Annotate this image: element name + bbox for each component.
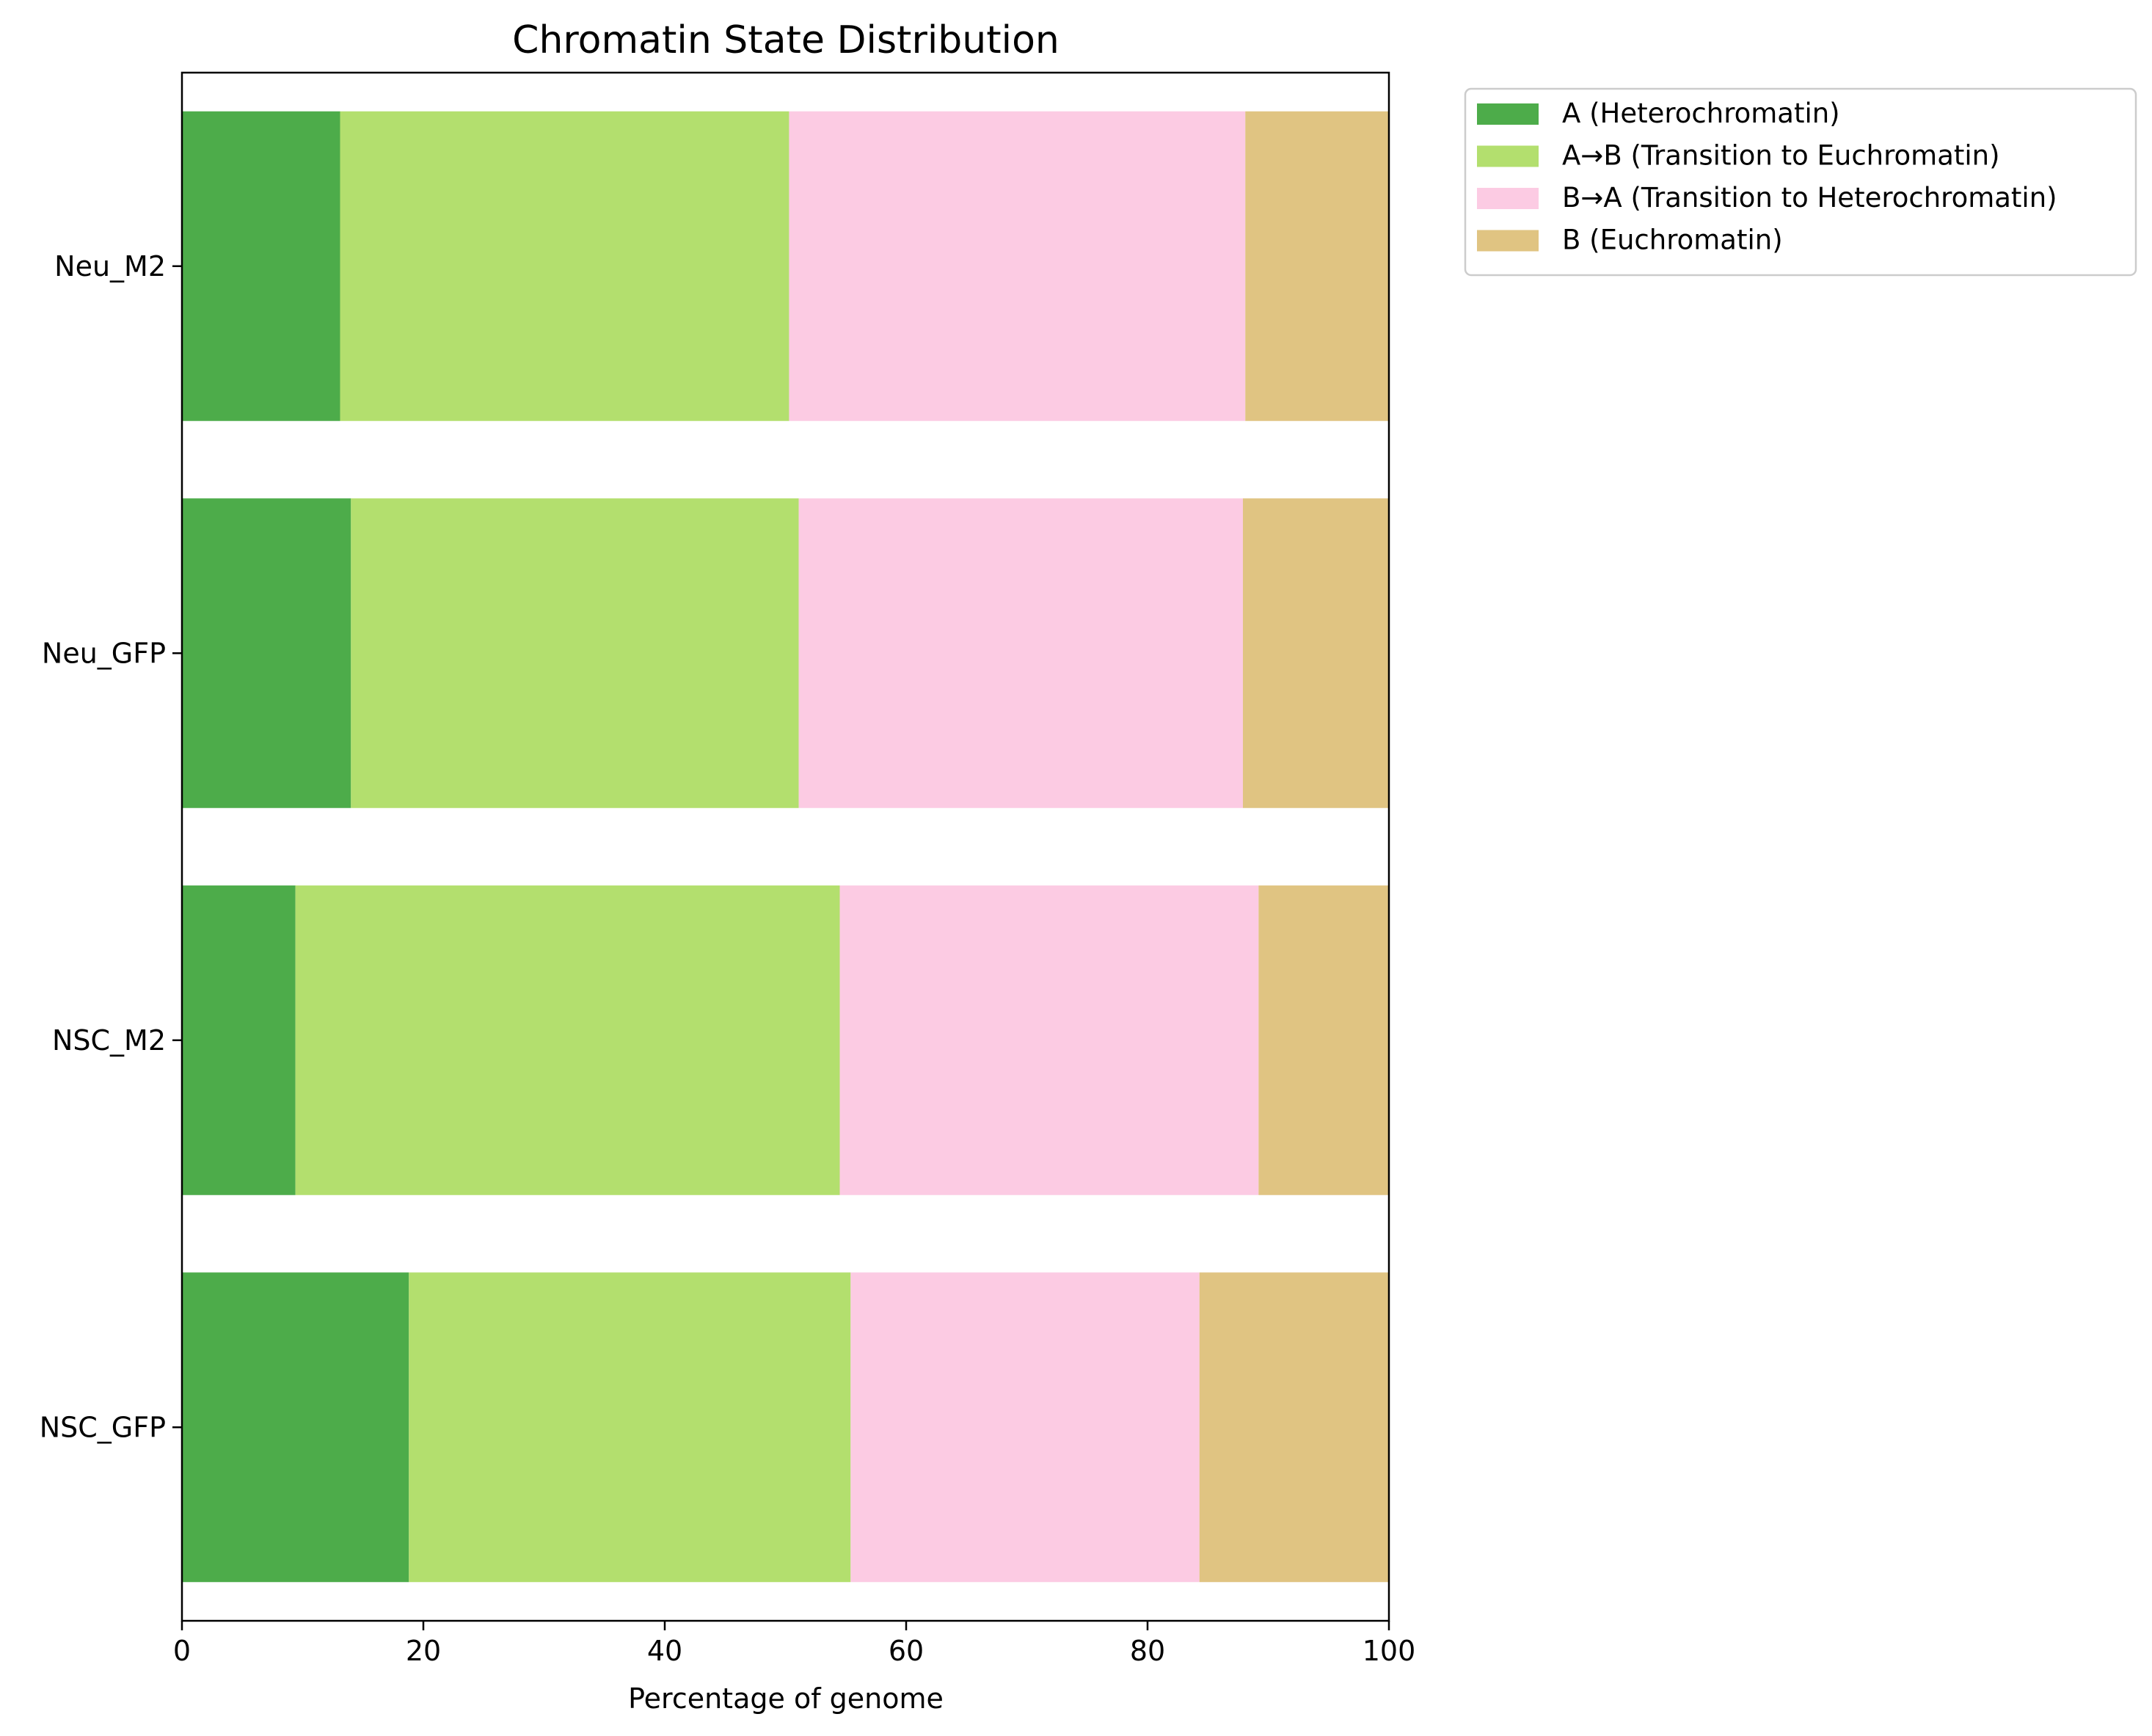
bar-nsc-m2-series-1 bbox=[295, 885, 840, 1195]
x-tick-label: 100 bbox=[1363, 1635, 1416, 1667]
legend-label: A (Heterochromatin) bbox=[1562, 98, 1840, 129]
bar-neu-gfp-series-3 bbox=[1242, 498, 1389, 809]
y-axis: Neu_M2 Neu_GFP NSC_M2 NSC_GFP bbox=[40, 250, 182, 1443]
bar-nsc-m2-series-2 bbox=[839, 885, 1259, 1195]
bar-nsc-gfp-series-1 bbox=[409, 1272, 851, 1583]
legend-swatch bbox=[1477, 103, 1539, 125]
legend-swatch bbox=[1477, 230, 1539, 252]
bar-neu-m2-series-2 bbox=[789, 111, 1246, 421]
y-tick-label: NSC_GFP bbox=[40, 1411, 166, 1443]
bar-neu-gfp-series-2 bbox=[798, 498, 1243, 809]
plot-frame bbox=[180, 71, 1390, 1622]
bar-neu-m2-series-1 bbox=[340, 111, 789, 421]
x-tick-label: 20 bbox=[406, 1635, 441, 1667]
legend-label: B→A (Transition to Heterochromatin) bbox=[1562, 182, 2057, 214]
y-tick-label: NSC_M2 bbox=[52, 1024, 166, 1057]
y-tick-label: Neu_M2 bbox=[54, 250, 166, 282]
legend-label: A→B (Transition to Euchromatin) bbox=[1562, 140, 2000, 172]
bar-neu-m2-series-3 bbox=[1245, 111, 1389, 421]
bar-nsc-gfp-series-3 bbox=[1199, 1272, 1389, 1583]
x-tick-label: 40 bbox=[647, 1635, 682, 1667]
x-tick-label: 0 bbox=[173, 1635, 191, 1667]
bar-nsc-m2-series-3 bbox=[1258, 885, 1389, 1195]
legend-swatch bbox=[1477, 188, 1539, 209]
bar-neu-m2-series-0 bbox=[182, 111, 340, 421]
bar-neu-gfp-series-0 bbox=[182, 498, 351, 809]
bars-group bbox=[182, 111, 1389, 1583]
legend-swatch bbox=[1477, 145, 1539, 167]
bar-nsc-m2-series-0 bbox=[182, 885, 296, 1195]
chart-title: Chromatin State Distribution bbox=[512, 18, 1059, 62]
x-tick-label: 60 bbox=[889, 1635, 924, 1667]
legend: A (Heterochromatin) A→B (Transition to Eu… bbox=[1464, 87, 2137, 277]
legend-label: B (Euchromatin) bbox=[1562, 225, 1783, 256]
x-axis: 0 20 40 60 80 100 bbox=[173, 1621, 1415, 1667]
bar-neu-gfp-series-1 bbox=[351, 498, 799, 809]
legend-box bbox=[1464, 87, 2137, 277]
y-tick-label: Neu_GFP bbox=[42, 637, 166, 669]
bar-nsc-gfp-series-2 bbox=[850, 1272, 1200, 1583]
bar-nsc-gfp-series-0 bbox=[182, 1272, 409, 1583]
x-axis-label: Percentage of genome bbox=[628, 1682, 944, 1715]
x-tick-label: 80 bbox=[1130, 1635, 1165, 1667]
